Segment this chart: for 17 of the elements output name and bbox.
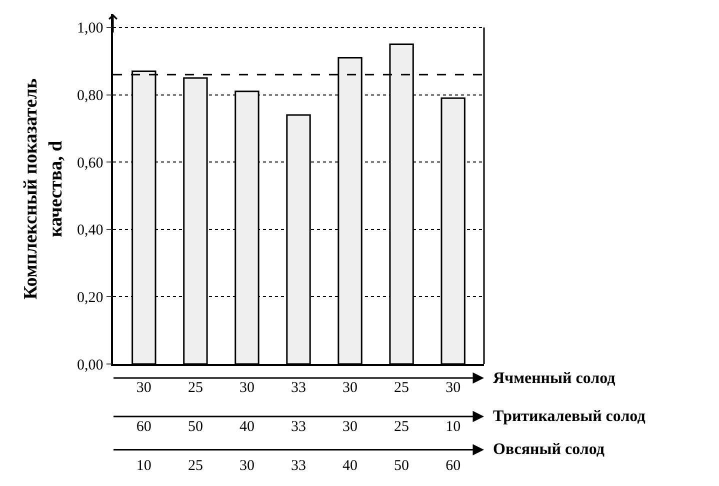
y-tick-label: 1,00 bbox=[77, 20, 104, 37]
category-label: 30 60 10 bbox=[136, 380, 152, 474]
y-axis-title: Комплексный показатель качества, d bbox=[20, 78, 66, 300]
category-label: 25 50 25 bbox=[188, 380, 203, 474]
category-label: 33 33 33 bbox=[291, 380, 306, 474]
category-label: 30 10 60 bbox=[446, 380, 461, 474]
text: Тритикалевый солод bbox=[493, 408, 646, 425]
text: Овсяный солод bbox=[493, 441, 604, 458]
y-tick-label: 0,40 bbox=[77, 222, 104, 239]
y-tick-label: 0,00 bbox=[77, 357, 104, 374]
y-tick-label: 0,20 bbox=[77, 290, 104, 306]
y-tick-label: 0,60 bbox=[77, 155, 104, 172]
category-label: 30 40 30 bbox=[239, 380, 254, 474]
text: Ячменный солод bbox=[493, 370, 616, 387]
category-label: 30 30 40 bbox=[342, 380, 358, 474]
y-tick-label: 0,80 bbox=[77, 88, 104, 104]
category-label: 25 25 50 bbox=[394, 380, 410, 474]
